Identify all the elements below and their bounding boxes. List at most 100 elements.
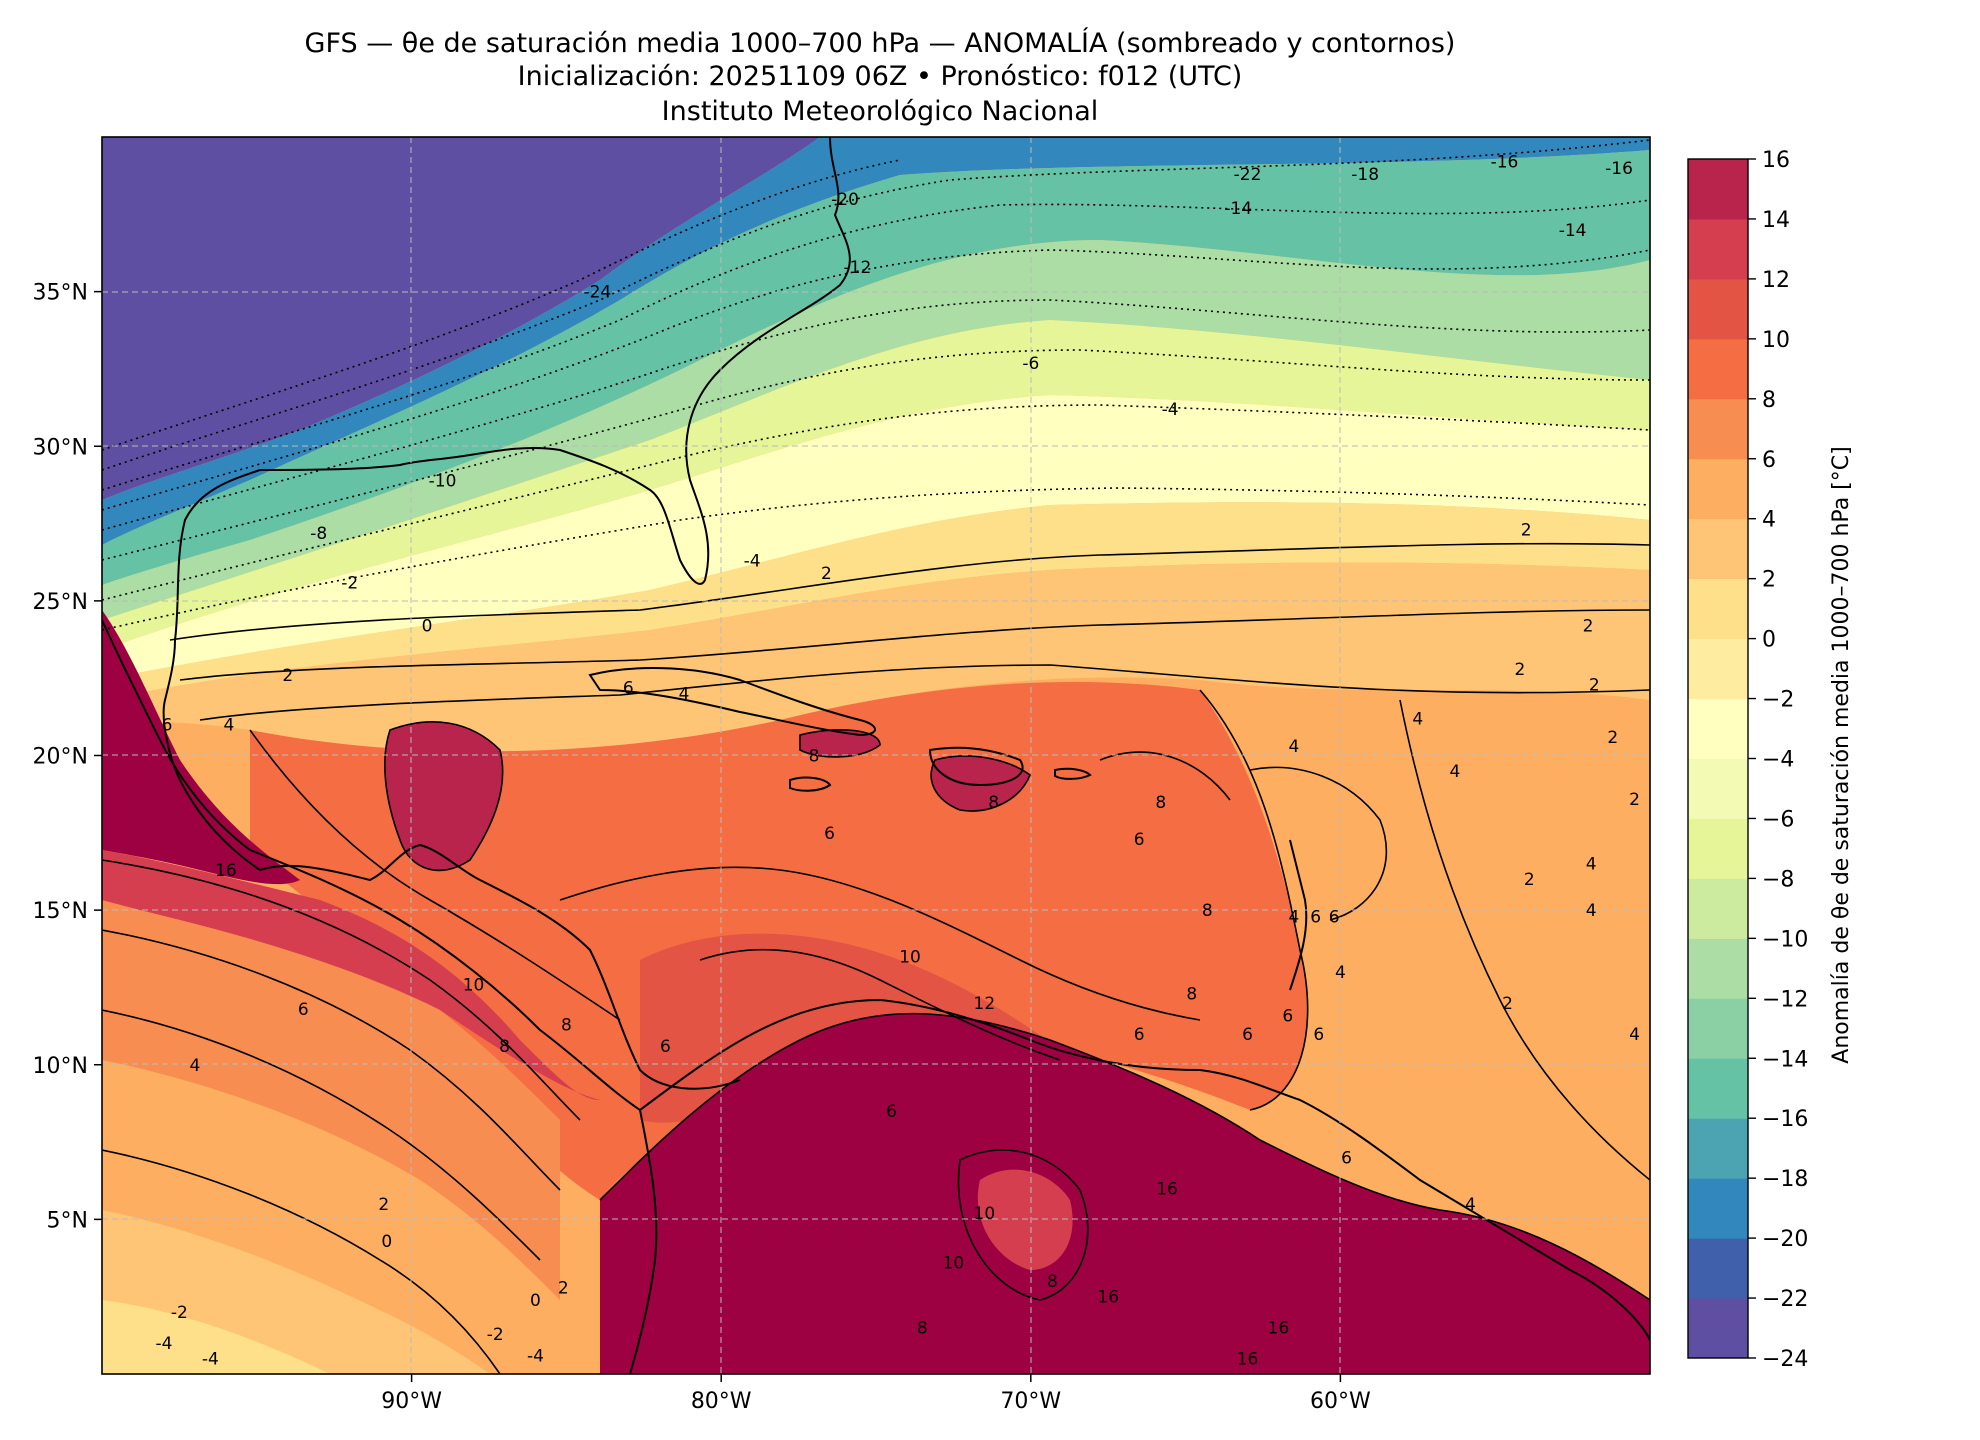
lon-tick-label: 60°W: [1310, 1389, 1371, 1414]
contour-label: 2: [1629, 790, 1640, 810]
contour-label: 6: [660, 1037, 671, 1057]
contour-label: -16: [1491, 153, 1519, 173]
contour-label: 6: [1134, 1025, 1145, 1045]
colorbar-tick-label: 6: [1762, 448, 1776, 473]
colorbar-tick-label: −10: [1762, 927, 1808, 952]
anomaly-band-14-yucatan: [384, 721, 503, 871]
contour-label: -12: [844, 258, 872, 278]
contour-label: -8: [310, 524, 327, 544]
contour-label: -2: [341, 573, 358, 593]
contour-label: 6: [886, 1102, 897, 1122]
contour-label: -2: [171, 1303, 188, 1323]
contour-label: 4: [679, 685, 690, 705]
contour-label: -14: [1559, 221, 1587, 241]
map-title-line-3: Instituto Meteorológico Nacional: [661, 96, 1099, 127]
anomaly-band-minus-4: [102, 395, 1650, 680]
contour-label: 8: [1047, 1272, 1058, 1292]
contour-label: 2: [1521, 521, 1532, 541]
colorbar-tick-label: 0: [1762, 628, 1776, 653]
anomaly-spot-cuba-east: [800, 729, 880, 757]
contour-label: 12: [974, 994, 996, 1014]
contour-label: 4: [1586, 855, 1597, 875]
gridlines: [102, 137, 1650, 1374]
contour-label: 4: [189, 1056, 200, 1076]
anomaly-band-16-south-america: [600, 1013, 1650, 1374]
contour-label: 8: [1202, 901, 1213, 921]
colorbar-swatch: [1688, 758, 1748, 819]
colorbar-swatch: [1688, 338, 1748, 400]
contour-labels: -22 -18-16 -16-14-14-12-20-24-6-4-10-8-4-2…: [155, 153, 1639, 1370]
anomaly-band-minus-12: [102, 240, 1650, 620]
anomaly-spot-orinoco: [977, 1169, 1073, 1270]
contour-label: 4: [1289, 907, 1300, 927]
contour-label: 8: [1155, 793, 1166, 813]
contour-label: -6: [1022, 354, 1039, 374]
colorbar-swatch: [1688, 159, 1748, 220]
colorbar-tick-label: −6: [1762, 807, 1794, 832]
colorbar-swatch: [1688, 1298, 1748, 1359]
contour-label: 4: [1465, 1195, 1476, 1215]
colorbar-swatch: [1688, 638, 1748, 700]
lat-tick-label: 5°N: [47, 1208, 88, 1233]
contour-label: 16: [1156, 1179, 1178, 1199]
contour-label: -22: [1234, 165, 1262, 185]
contour-label: 8: [561, 1016, 572, 1036]
colorbar-swatch: [1688, 518, 1748, 580]
contour-label: 2: [1515, 660, 1526, 680]
anomaly-band-12-central-america: [102, 850, 600, 1100]
contour-label: -24: [583, 283, 611, 303]
colorbar-swatch: [1688, 1058, 1748, 1119]
lat-tick-label: 35°N: [33, 281, 88, 306]
colorbar-swatch: [1688, 818, 1748, 879]
contour-label: 2: [1502, 994, 1513, 1014]
contour-label: 0: [530, 1291, 541, 1311]
lon-tick-label: 70°W: [1000, 1389, 1061, 1414]
colorbar-tick-label: −16: [1762, 1107, 1808, 1132]
contour-label: 10: [463, 975, 485, 995]
contour-label: 6: [298, 1000, 309, 1020]
colorbar-swatch: [1688, 698, 1748, 759]
contour-label: 2: [1589, 675, 1600, 695]
contour-label: -4: [202, 1350, 219, 1370]
contour-label: -10: [429, 471, 457, 491]
colorbar-swatch: [1688, 1118, 1748, 1179]
contour-label: 6: [1310, 907, 1321, 927]
colorbar-swatch: [1688, 278, 1748, 340]
colorbar-tick-label: 8: [1762, 388, 1776, 413]
colorbar-swatch: [1688, 1178, 1748, 1239]
negative-contours: [102, 139, 1650, 631]
contour-label: -20: [831, 190, 859, 210]
anomaly-band-0-pacific: [102, 1300, 330, 1374]
contour-label: 8: [809, 747, 820, 767]
contour-label: -4: [744, 552, 761, 572]
contour-label: -4: [1162, 400, 1179, 420]
lat-tick-label: 20°N: [33, 745, 88, 770]
anomaly-band-minus-16: [102, 150, 1650, 585]
contour-label: 2: [821, 564, 832, 584]
colorbar-swatch: [1688, 578, 1748, 640]
map-area: -22 -18-16 -16-14-14-12-20-24-6-4-10-8-4-2…: [102, 137, 1650, 1374]
contour-label: 6: [162, 716, 173, 736]
colorbar-tick-label: 2: [1762, 568, 1776, 593]
anomaly-band-16-mexico: [102, 610, 300, 885]
contour-label: 6: [623, 678, 634, 698]
contour-label: 0: [422, 617, 433, 637]
contour-label: 4: [1335, 963, 1346, 983]
contour-label: 6: [824, 824, 835, 844]
contour-label: 10: [899, 948, 921, 968]
anomaly-spot-hispaniola: [931, 755, 1030, 811]
colorbar-tick-label: −4: [1762, 748, 1794, 773]
anomaly-band-minus-24: [102, 137, 820, 500]
contour-label: -4: [527, 1346, 544, 1366]
contour-label: 2: [558, 1278, 569, 1298]
colorbar-swatch: [1688, 1238, 1748, 1299]
colorbar-tick-label: −22: [1762, 1287, 1808, 1312]
anomaly-band-minus-8: [102, 320, 1650, 650]
colorbar: −24−22−20−18−16−14−12−10−8−6−4−202468101…: [1687, 148, 1808, 1372]
contour-label: 6: [1313, 1025, 1324, 1045]
contour-label: -4: [155, 1334, 172, 1354]
contour-label: 6: [1134, 830, 1145, 850]
colorbar-swatch: [1688, 218, 1748, 280]
anomaly-band-2: [102, 562, 1650, 752]
